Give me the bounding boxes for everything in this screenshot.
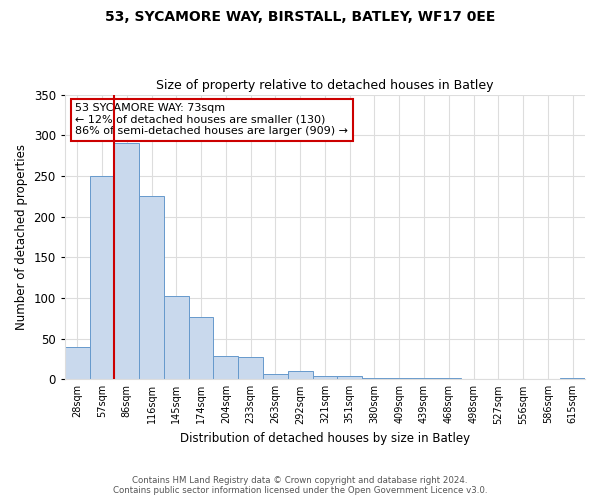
Y-axis label: Number of detached properties: Number of detached properties — [15, 144, 28, 330]
Bar — [89, 176, 115, 380]
Bar — [387, 378, 412, 380]
Bar — [238, 356, 263, 380]
Bar — [560, 378, 585, 380]
Bar — [436, 378, 461, 380]
Title: Size of property relative to detached houses in Batley: Size of property relative to detached ho… — [156, 79, 494, 92]
Bar — [115, 142, 139, 380]
Bar — [313, 376, 337, 380]
Bar — [288, 371, 313, 380]
Text: 53 SYCAMORE WAY: 73sqm
← 12% of detached houses are smaller (130)
86% of semi-de: 53 SYCAMORE WAY: 73sqm ← 12% of detached… — [75, 103, 348, 136]
Bar — [362, 378, 387, 380]
Text: 53, SYCAMORE WAY, BIRSTALL, BATLEY, WF17 0EE: 53, SYCAMORE WAY, BIRSTALL, BATLEY, WF17… — [105, 10, 495, 24]
Text: Contains HM Land Registry data © Crown copyright and database right 2024.
Contai: Contains HM Land Registry data © Crown c… — [113, 476, 487, 495]
Bar — [214, 356, 238, 380]
Bar — [263, 374, 288, 380]
Bar — [188, 316, 214, 380]
Bar — [139, 196, 164, 380]
Bar — [164, 296, 188, 380]
Bar — [337, 376, 362, 380]
Bar — [65, 347, 89, 380]
X-axis label: Distribution of detached houses by size in Batley: Distribution of detached houses by size … — [180, 432, 470, 445]
Bar — [412, 378, 436, 380]
